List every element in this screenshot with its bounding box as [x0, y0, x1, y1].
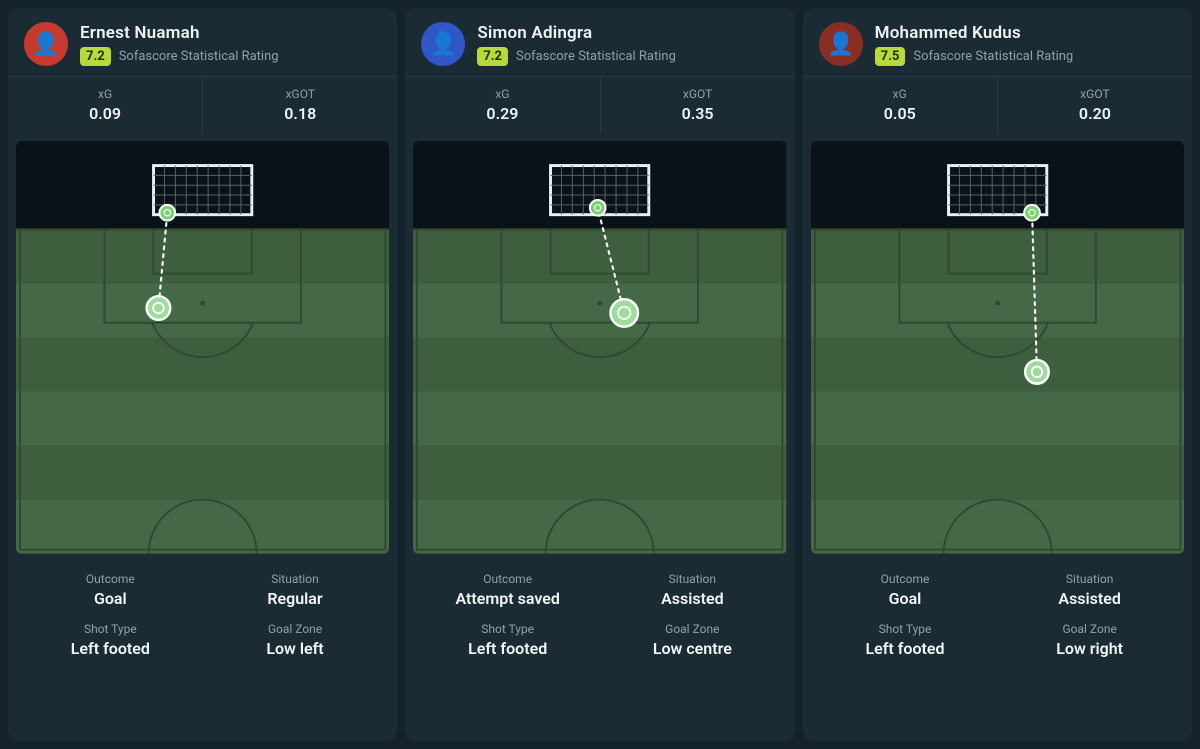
rating-row: 7.5 Sofascore Statistical Rating — [875, 47, 1074, 66]
detail-label: Goal Zone — [997, 622, 1182, 636]
xg-row: xG 0.09xGOT 0.18 — [8, 76, 397, 135]
xg-value: 0.09 — [8, 104, 202, 123]
xg-cell-xgot: xGOT 0.35 — [600, 77, 795, 135]
rating-label: Sofascore Statistical Rating — [913, 49, 1073, 64]
player-card: 👤 Mohammed Kudus 7.5 Sofascore Statistical … — [803, 8, 1192, 741]
xg-row: xG 0.05xGOT 0.20 — [803, 76, 1192, 135]
detail-goal-zone: Goal Zone Low right — [997, 622, 1182, 658]
detail-label: Shot Type — [813, 622, 998, 636]
xg-value: 0.35 — [601, 104, 795, 123]
card-header: 👤 Simon Adingra 7.2 Sofascore Statistical R… — [405, 8, 794, 76]
player-name: Mohammed Kudus — [875, 23, 1074, 43]
detail-shot-type: Shot Type Left footed — [415, 622, 600, 658]
rating-label: Sofascore Statistical Rating — [119, 49, 279, 64]
rating-badge: 7.5 — [875, 47, 906, 66]
detail-goal-zone: Goal Zone Low centre — [600, 622, 785, 658]
detail-label: Situation — [997, 572, 1182, 586]
xg-value: 0.18 — [203, 104, 397, 123]
player-card: 👤 Simon Adingra 7.2 Sofascore Statistical R… — [405, 8, 794, 741]
detail-situation: Situation Regular — [203, 572, 388, 608]
xg-cell-xg: xG 0.09 — [8, 77, 202, 135]
card-header: 👤 Ernest Nuamah 7.2 Sofascore Statistical R… — [8, 8, 397, 76]
name-column: Ernest Nuamah 7.2 Sofascore Statistical Ra… — [80, 23, 279, 66]
detail-value: Goal — [18, 589, 203, 608]
rating-label: Sofascore Statistical Rating — [516, 49, 676, 64]
xg-label: xG — [405, 87, 599, 101]
avatar: 👤 — [421, 22, 465, 66]
detail-grid: Outcome GoalSituation RegularShot Type Left… — [8, 558, 397, 676]
detail-value: Left footed — [813, 639, 998, 658]
shot-map — [405, 135, 794, 558]
player-name: Ernest Nuamah — [80, 23, 279, 43]
xg-cell-xg: xG 0.29 — [405, 77, 599, 135]
name-column: Mohammed Kudus 7.5 Sofascore Statistical R… — [875, 23, 1074, 66]
detail-label: Goal Zone — [600, 622, 785, 636]
xg-cell-xgot: xGOT 0.20 — [997, 77, 1192, 135]
detail-value: Assisted — [600, 589, 785, 608]
rating-row: 7.2 Sofascore Statistical Rating — [80, 47, 279, 66]
detail-grid: Outcome Goal Situation Assisted Shot Type Lef… — [803, 558, 1192, 676]
shot-map — [803, 135, 1192, 558]
detail-outcome: Outcome Goal — [18, 572, 203, 608]
shot-map — [8, 135, 397, 558]
detail-grid: Outcome Attempt savedSituation AssistedSho… — [405, 558, 794, 676]
xg-value: 0.05 — [803, 104, 997, 123]
detail-situation: Situation Assisted — [997, 572, 1182, 608]
detail-label: Goal Zone — [203, 622, 388, 636]
avatar: 👤 — [819, 22, 863, 66]
xg-value: 0.29 — [405, 104, 599, 123]
detail-shot-type: Shot Type Left footed — [813, 622, 998, 658]
detail-value: Left footed — [415, 639, 600, 658]
detail-value: Low centre — [600, 639, 785, 658]
player-card: 👤 Ernest Nuamah 7.2 Sofascore Statistical R… — [8, 8, 397, 741]
xg-row: xG 0.29xGOT 0.35 — [405, 76, 794, 135]
xg-cell-xgot: xGOT 0.18 — [202, 77, 397, 135]
xg-label: xG — [8, 87, 202, 101]
detail-value: Goal — [813, 589, 998, 608]
xg-value: 0.20 — [998, 104, 1192, 123]
detail-goal-zone: Goal Zone Low left — [203, 622, 388, 658]
xg-label: xGOT — [998, 87, 1192, 101]
xg-cell-xg: xG 0.05 — [803, 77, 997, 135]
detail-label: Outcome — [813, 572, 998, 586]
xg-label: xG — [803, 87, 997, 101]
detail-value: Low right — [997, 639, 1182, 658]
name-column: Simon Adingra 7.2 Sofascore Statistical Ra… — [477, 23, 676, 66]
detail-value: Assisted — [997, 589, 1182, 608]
player-name: Simon Adingra — [477, 23, 676, 43]
detail-value: Regular — [203, 589, 388, 608]
detail-label: Situation — [203, 572, 388, 586]
detail-label: Shot Type — [415, 622, 600, 636]
detail-label: Situation — [600, 572, 785, 586]
rating-badge: 7.2 — [80, 47, 111, 66]
detail-label: Shot Type — [18, 622, 203, 636]
detail-situation: Situation Assisted — [600, 572, 785, 608]
rating-badge: 7.2 — [477, 47, 508, 66]
avatar: 👤 — [24, 22, 68, 66]
detail-shot-type: Shot Type Left footed — [18, 622, 203, 658]
detail-outcome: Outcome Attempt saved — [415, 572, 600, 608]
detail-label: Outcome — [18, 572, 203, 586]
detail-label: Outcome — [415, 572, 600, 586]
detail-value: Low left — [203, 639, 388, 658]
card-header: 👤 Mohammed Kudus 7.5 Sofascore Statistical … — [803, 8, 1192, 76]
detail-value: Attempt saved — [415, 589, 600, 608]
detail-outcome: Outcome Goal — [813, 572, 998, 608]
rating-row: 7.2 Sofascore Statistical Rating — [477, 47, 676, 66]
xg-label: xGOT — [601, 87, 795, 101]
detail-value: Left footed — [18, 639, 203, 658]
xg-label: xGOT — [203, 87, 397, 101]
